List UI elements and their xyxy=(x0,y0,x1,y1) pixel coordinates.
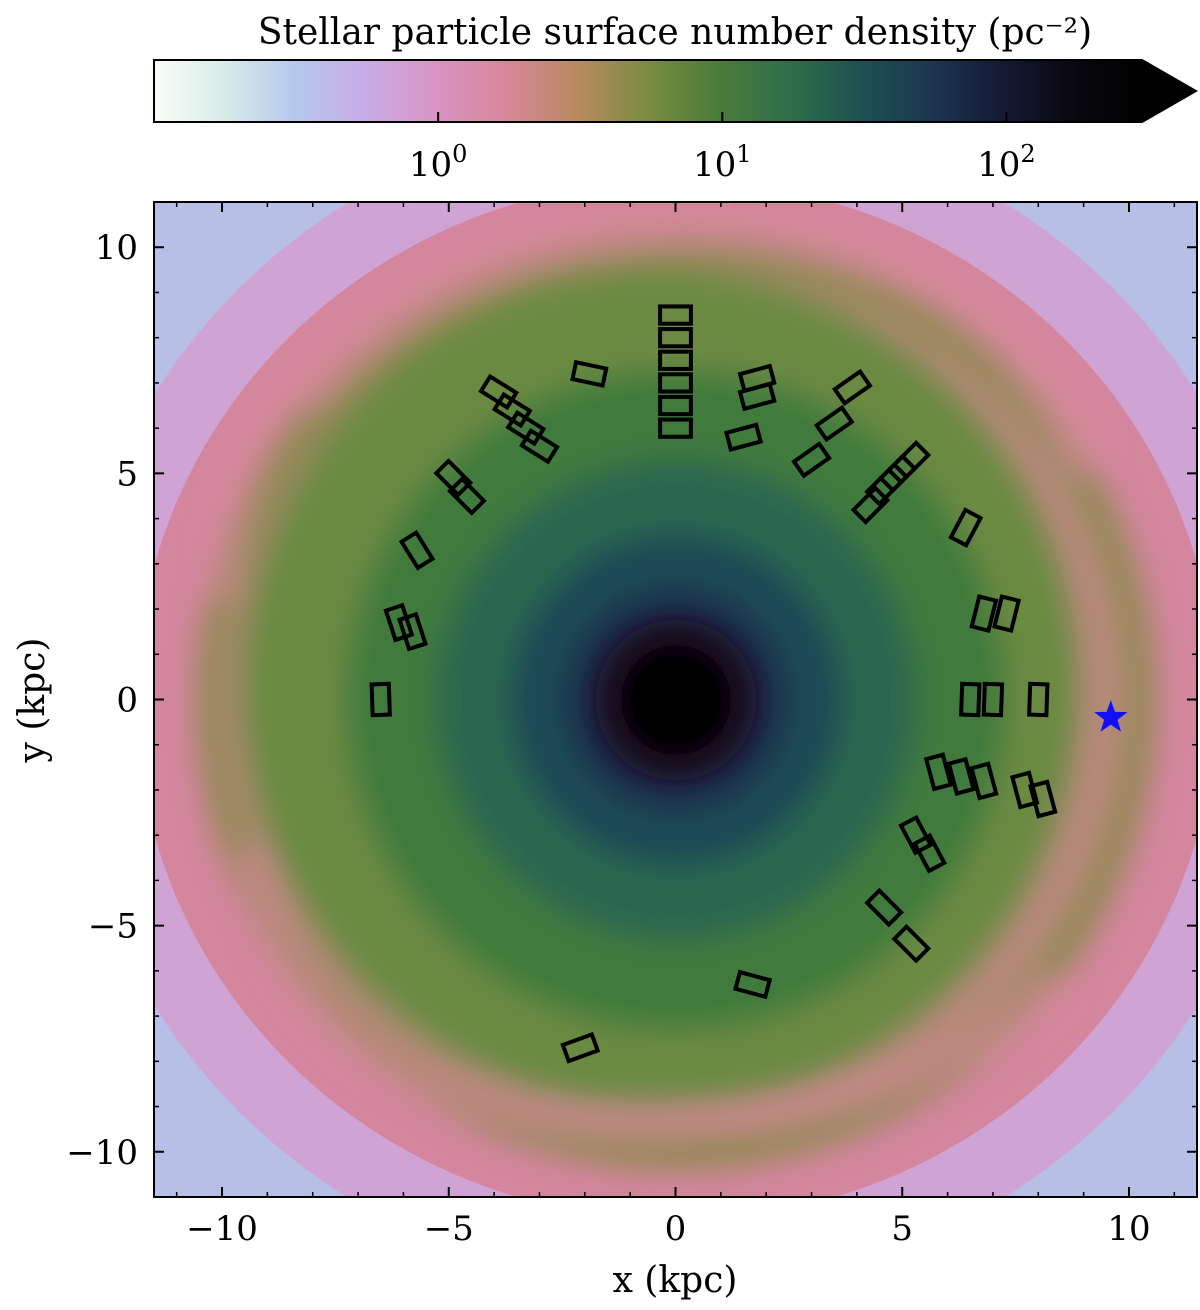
x-axis-ticks: −10 −5 0 5 10 xyxy=(175,202,1176,1249)
field-box xyxy=(969,761,999,801)
colorbar-extend-arrow xyxy=(1142,60,1196,122)
field-box xyxy=(1028,779,1058,819)
field-box xyxy=(992,594,1022,634)
colorbar-tick-label: 100 xyxy=(409,140,468,185)
field-box xyxy=(733,969,773,1000)
x-tick-label: 10 xyxy=(1107,1209,1150,1249)
y-tick-label: 10 xyxy=(95,228,138,268)
plot-area: −10 −5 0 5 10 −10 −5 0 5 10 x (kpc) y (kpc) xyxy=(12,201,1198,1301)
field-box xyxy=(813,404,855,443)
y-axis-label: y (kpc) xyxy=(12,638,53,764)
field-box xyxy=(911,832,947,874)
x-tick-label: 5 xyxy=(891,1209,913,1249)
y-tick-label: −10 xyxy=(66,1133,138,1173)
density-map xyxy=(154,202,1197,1197)
field-box xyxy=(891,923,932,964)
field-box xyxy=(658,372,693,394)
colorbar-ticks: 100 101 102 xyxy=(409,112,1036,185)
field-box xyxy=(369,681,392,718)
field-box xyxy=(397,611,428,652)
sun-position-star-icon xyxy=(1094,700,1128,732)
y-tick-label: 5 xyxy=(116,454,138,494)
field-box xyxy=(923,752,954,792)
colorbar-frame xyxy=(153,59,1199,123)
field-box xyxy=(398,529,436,571)
field-box xyxy=(891,439,932,480)
x-tick-label: 0 xyxy=(665,1209,687,1249)
field-box xyxy=(447,476,487,516)
field-box xyxy=(969,594,999,634)
field-box xyxy=(519,427,560,465)
field-box xyxy=(948,507,984,548)
field-box xyxy=(850,485,891,525)
field-box xyxy=(658,394,693,417)
x-axis-label: x (kpc) xyxy=(613,1260,738,1301)
field-box xyxy=(658,349,693,371)
field-box xyxy=(560,1031,601,1064)
colorbar: Stellar particle surface number density … xyxy=(153,12,1199,185)
field-box xyxy=(1027,681,1050,718)
colorbar-gradient xyxy=(154,60,1142,122)
field-box xyxy=(864,887,904,928)
colorbar-tick-label: 102 xyxy=(977,140,1036,185)
colorbar-label: Stellar particle surface number density … xyxy=(258,12,1092,53)
y-tick-label: −5 xyxy=(88,907,138,947)
field-box xyxy=(737,381,777,412)
field-box xyxy=(570,359,609,388)
field-box xyxy=(658,327,693,349)
field-box xyxy=(877,453,918,494)
field-box xyxy=(959,681,982,718)
field-box xyxy=(433,458,474,498)
field-box xyxy=(831,368,873,407)
field-box xyxy=(946,756,976,796)
x-tick-label: −10 xyxy=(186,1209,258,1249)
galactic-core xyxy=(596,620,756,780)
field-box xyxy=(723,422,764,452)
fields-layer xyxy=(369,304,1058,1064)
field-box xyxy=(864,467,904,507)
field-box xyxy=(658,417,693,439)
field-box xyxy=(791,441,832,479)
y-axis-ticks: −10 −5 0 5 10 xyxy=(66,228,1197,1173)
x-tick-label: −5 xyxy=(424,1209,474,1249)
star-layer xyxy=(1094,700,1128,732)
field-box xyxy=(658,304,693,326)
field-box xyxy=(898,814,934,856)
field-box xyxy=(981,681,1005,718)
y-tick-label: 0 xyxy=(116,681,138,721)
colorbar-tick-label: 101 xyxy=(693,140,752,185)
